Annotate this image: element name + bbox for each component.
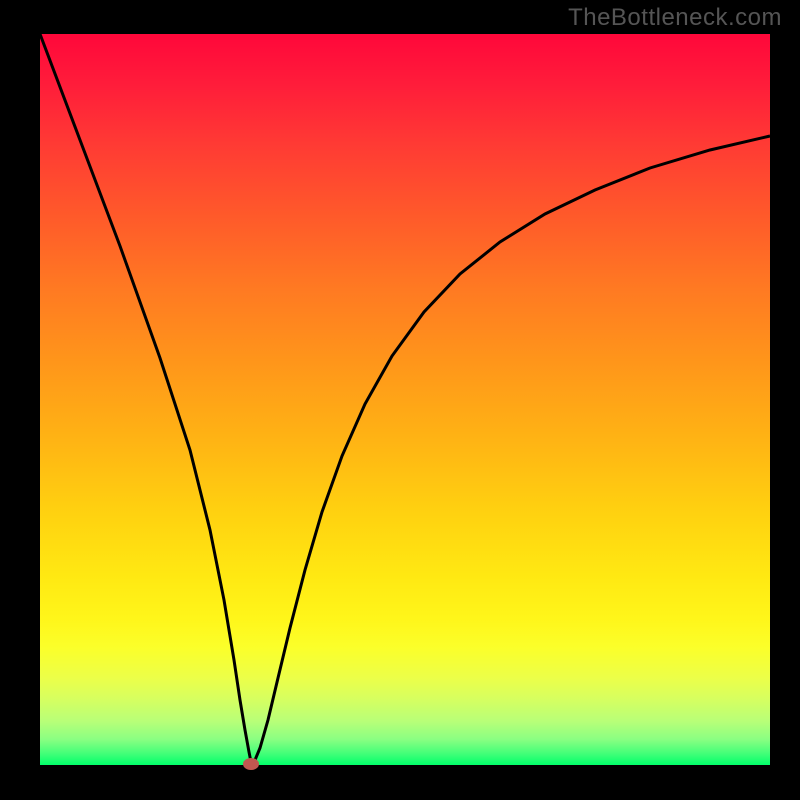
min-marker bbox=[243, 758, 259, 770]
chart-svg bbox=[0, 0, 800, 800]
bottleneck-chart: { "watermark": { "text": "TheBottleneck.… bbox=[0, 0, 800, 800]
watermark-text: TheBottleneck.com bbox=[568, 4, 782, 32]
plot-area bbox=[40, 34, 770, 765]
